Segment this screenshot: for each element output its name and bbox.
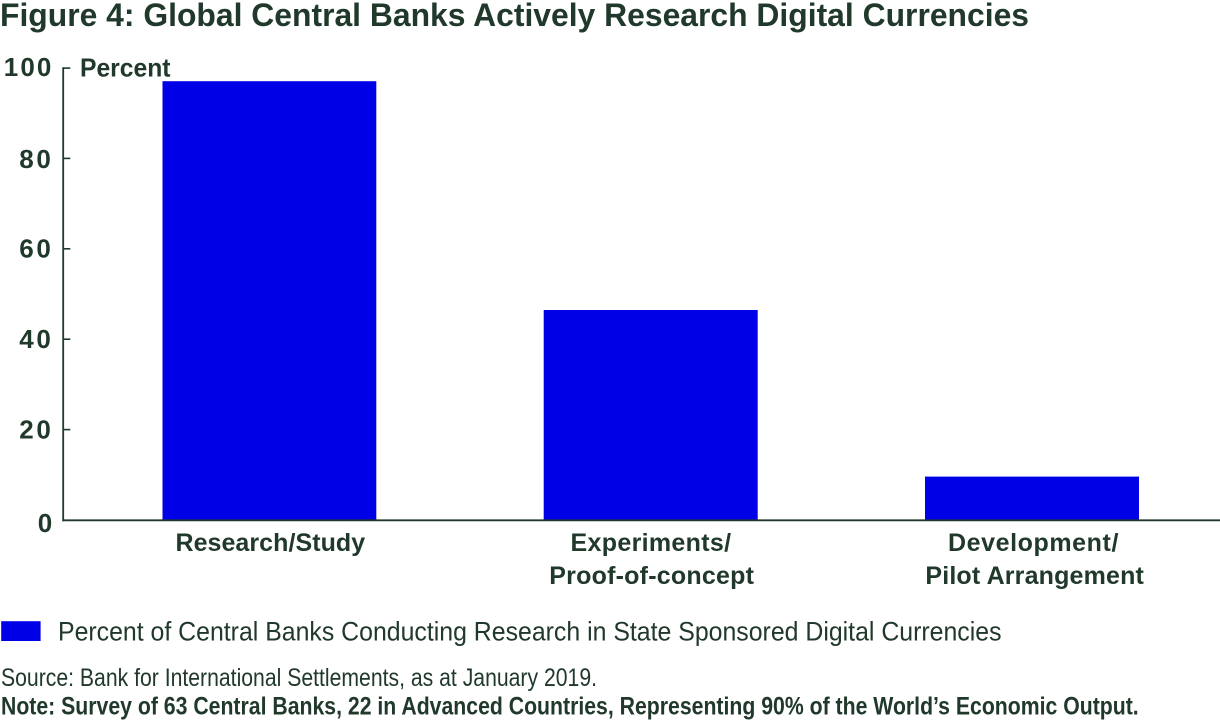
svg-text:Pilot Arrangement: Pilot Arrangement xyxy=(925,562,1144,590)
svg-text:Note: Survey of 63 Central Ban: Note: Survey of 63 Central Banks, 22 in … xyxy=(1,693,1139,720)
svg-text:Experiments/: Experiments/ xyxy=(571,529,732,557)
svg-text:Percent: Percent xyxy=(80,53,171,83)
svg-text:Proof-of-concept: Proof-of-concept xyxy=(549,562,754,590)
svg-text:Figure 4: Global Central Banks: Figure 4: Global Central Banks Actively … xyxy=(0,0,1029,33)
svg-text:Source: Bank for International: Source: Bank for International Settlemen… xyxy=(1,664,597,692)
svg-text:0: 0 xyxy=(38,508,52,538)
svg-text:Research/Study: Research/Study xyxy=(175,529,365,557)
svg-text:Percent of Central Banks Condu: Percent of Central Banks Conducting Rese… xyxy=(58,616,1002,646)
svg-text:Development/: Development/ xyxy=(948,529,1118,557)
svg-text:100: 100 xyxy=(4,52,52,82)
